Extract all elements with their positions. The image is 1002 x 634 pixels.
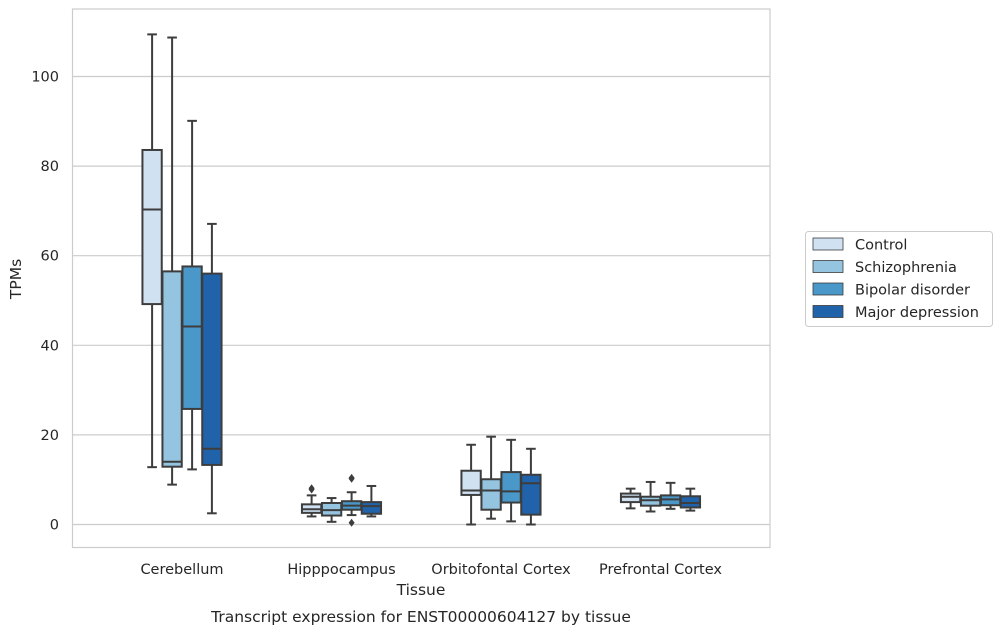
- y-tick-label: 80: [41, 159, 59, 175]
- box-iqr: [161, 270, 183, 468]
- x-tick-labels: Cerebellum Hipppocampus Orbitofontal Corte…: [140, 562, 722, 578]
- box-major-depression: [679, 487, 702, 512]
- outlier-point: [308, 484, 315, 493]
- outlier-point: [348, 473, 355, 482]
- box-major-depression: [520, 447, 542, 526]
- legend-label: Schizophrenia: [855, 260, 957, 276]
- y-tick-label: 20: [41, 428, 59, 444]
- y-axis-label: TPMs: [7, 259, 25, 300]
- x-tick-label: Orbitofontal Cortex: [431, 562, 571, 578]
- box-iqr: [181, 265, 203, 410]
- chart-title: Transcript expression for ENST0000060412…: [210, 608, 631, 626]
- box-iqr: [201, 272, 223, 466]
- box-schizophrenia: [320, 497, 343, 523]
- x-tick-label: Hipppocampus: [287, 562, 395, 578]
- box-iqr: [141, 148, 163, 306]
- box-iqr: [500, 471, 522, 504]
- box-control: [141, 33, 163, 469]
- legend-swatch: [812, 282, 844, 296]
- y-tick-labels: 0 20 40 60 80 100: [31, 70, 59, 534]
- y-tick-label: 60: [41, 249, 59, 265]
- box-iqr: [619, 492, 642, 504]
- legend: Control Schizophrenia Bipolar disorder Majo…: [805, 231, 993, 327]
- legend-swatch: [812, 260, 844, 273]
- x-tick-label: Prefrontal Cortex: [599, 562, 722, 578]
- box-control: [460, 443, 482, 526]
- box-bipolar-disorder: [181, 119, 203, 471]
- box-bipolar-disorder: [659, 481, 682, 510]
- legend-swatch: [812, 237, 844, 251]
- box-bipolar-disorder: [340, 473, 363, 527]
- box-iqr: [480, 478, 502, 511]
- legend-label: Bipolar disorder: [855, 283, 970, 299]
- y-tick-label: 40: [41, 338, 59, 354]
- box-iqr: [679, 495, 702, 509]
- box-series: [141, 33, 702, 527]
- legend-frame: [805, 231, 993, 327]
- box-major-depression: [201, 222, 223, 515]
- x-tick-label: Cerebellum: [140, 562, 223, 578]
- outlier-point: [348, 518, 355, 527]
- x-axis-label: Tissue: [396, 581, 446, 599]
- box-major-depression: [360, 484, 383, 518]
- box-iqr: [520, 473, 542, 516]
- legend-swatch: [812, 305, 844, 318]
- legend-label: Control: [855, 238, 907, 254]
- legend-entries: Control Schizophrenia Bipolar disorder Majo…: [812, 237, 979, 321]
- box-iqr: [360, 501, 383, 515]
- plot-frame: [71, 8, 771, 549]
- legend-label: Major depression: [855, 305, 979, 321]
- y-tick-label: 100: [31, 70, 59, 86]
- y-tick-label: 0: [50, 518, 59, 534]
- box-schizophrenia: [639, 480, 662, 513]
